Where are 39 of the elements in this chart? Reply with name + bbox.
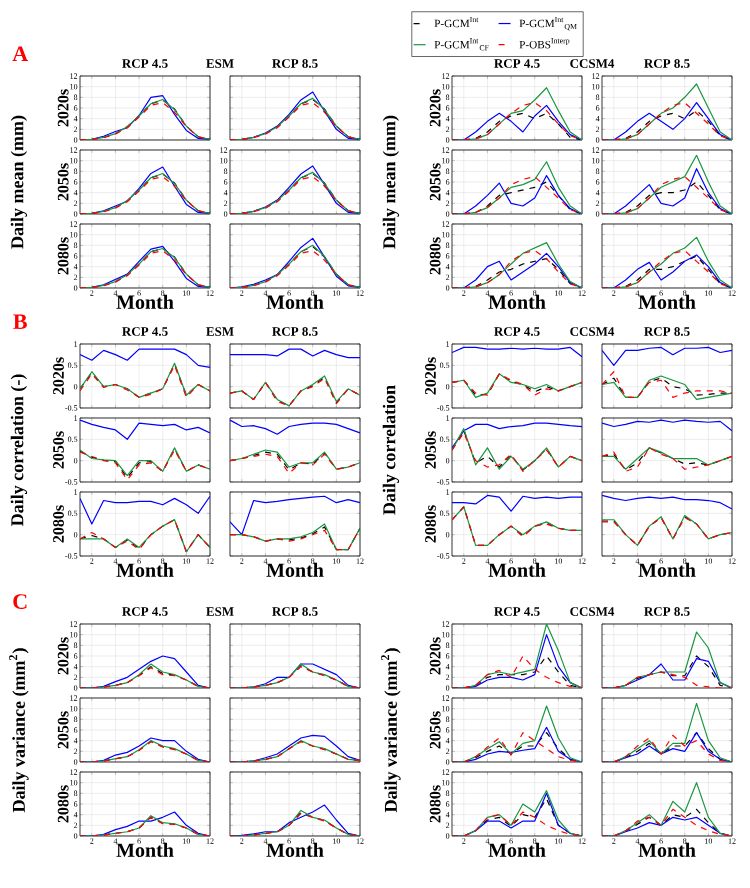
text: B — [13, 314, 27, 329]
y-axis-title: 2050s — [429, 163, 441, 201]
y-axis-title: 2080s — [57, 785, 69, 823]
y-axis-title: 2020s — [57, 637, 69, 675]
x-axis-title: Month — [116, 842, 174, 857]
y-axis-title: 2020s — [57, 89, 69, 127]
text: Daily variance (mm$^{2}$) — [381, 648, 401, 813]
y-axis-title: 2050s — [57, 711, 69, 749]
text: Daily mean (mm) — [10, 115, 28, 249]
y-axis-title: 2050s — [53, 431, 64, 469]
y-axis-title: 2020s — [429, 89, 441, 127]
x-axis-title: Month — [266, 294, 324, 309]
y-axis-title: 2080s — [57, 237, 69, 275]
y-axis-title: 2080s — [425, 505, 436, 543]
x-axis-title: Month — [116, 294, 174, 309]
y-axis-title: 2020s — [429, 637, 441, 675]
y-axis-title: 2020s — [425, 357, 436, 395]
y-axis-title: 2050s — [57, 163, 69, 201]
x-axis-title: Month — [488, 294, 546, 309]
x-axis-title: Month — [638, 842, 696, 857]
text: A — [12, 46, 28, 61]
x-axis-title: Month — [638, 562, 696, 577]
y-axis-title: 2050s — [429, 711, 441, 749]
y-axis-title: 2020s — [53, 357, 64, 395]
y-axis-title: 2080s — [429, 785, 441, 823]
y-axis-title: 2080s — [53, 505, 64, 543]
text: Daily correlation (-) — [10, 374, 28, 526]
text: Daily correlation — [382, 385, 400, 515]
text: Daily mean (mm) — [382, 115, 400, 249]
x-axis-title: Month — [488, 842, 546, 857]
x-axis-title: Month — [488, 562, 546, 577]
x-axis-title: Month — [266, 562, 324, 577]
text: C — [13, 594, 27, 609]
x-axis-title: Month — [266, 842, 324, 857]
x-axis-title: Month — [116, 562, 174, 577]
y-axis-title: 2080s — [429, 237, 441, 275]
x-axis-title: Month — [638, 294, 696, 309]
y-axis-title: 2050s — [425, 431, 436, 469]
text: Daily variance (mm$^{2}$) — [9, 648, 29, 813]
